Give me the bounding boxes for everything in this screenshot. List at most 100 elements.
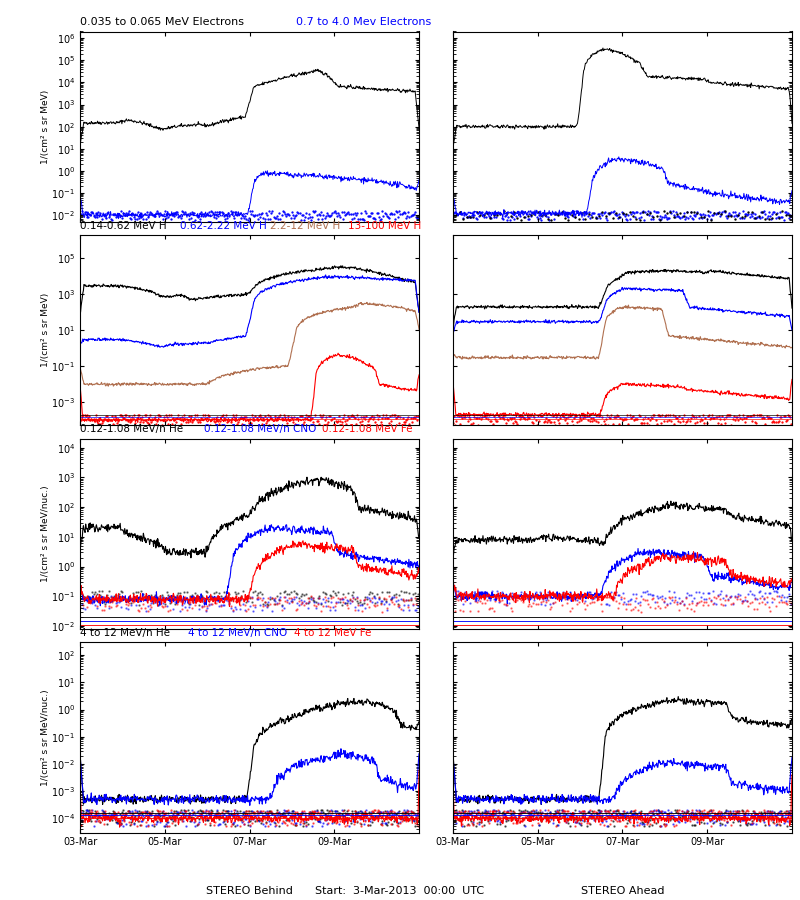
Point	[522, 805, 534, 819]
Point	[654, 819, 666, 833]
Point	[452, 804, 465, 818]
Point	[338, 814, 351, 828]
Point	[688, 818, 701, 832]
Point	[330, 815, 343, 830]
Point	[606, 814, 619, 829]
Point	[756, 809, 769, 824]
Point	[301, 812, 314, 826]
Point	[365, 205, 378, 220]
Point	[702, 804, 715, 818]
Point	[489, 207, 502, 221]
Point	[646, 807, 658, 822]
Point	[350, 805, 362, 819]
Point	[698, 594, 710, 608]
Point	[678, 408, 690, 422]
Point	[326, 805, 339, 819]
Point	[382, 597, 395, 611]
Point	[90, 210, 103, 224]
Point	[577, 806, 590, 820]
Point	[692, 211, 705, 225]
Point	[658, 819, 671, 833]
Point	[469, 410, 482, 425]
Point	[709, 808, 722, 823]
Point	[224, 204, 237, 219]
Point	[150, 815, 163, 830]
Point	[587, 411, 600, 426]
Point	[281, 587, 294, 601]
Point	[686, 806, 699, 820]
Point	[490, 414, 502, 428]
Point	[400, 805, 413, 819]
Point	[528, 805, 541, 819]
Point	[313, 808, 326, 823]
Point	[177, 807, 190, 822]
Point	[683, 812, 696, 826]
Point	[290, 603, 302, 617]
Point	[361, 597, 374, 611]
Point	[640, 584, 653, 598]
Point	[318, 211, 331, 225]
Point	[585, 811, 598, 825]
Point	[620, 597, 633, 611]
Point	[758, 815, 770, 830]
Point	[743, 811, 756, 825]
Point	[267, 210, 280, 224]
Point	[267, 591, 280, 606]
Point	[719, 803, 732, 817]
Point	[578, 804, 590, 818]
Point	[212, 414, 225, 428]
Point	[615, 807, 628, 822]
Point	[560, 814, 573, 829]
Point	[163, 408, 176, 422]
Point	[643, 413, 656, 428]
Point	[365, 410, 378, 424]
Point	[708, 206, 721, 220]
Point	[643, 587, 656, 601]
Point	[196, 804, 209, 818]
Point	[265, 804, 278, 818]
Point	[730, 209, 743, 223]
Point	[294, 807, 306, 822]
Point	[238, 816, 250, 831]
Point	[405, 591, 418, 606]
Point	[779, 205, 792, 220]
Point	[278, 206, 291, 220]
Point	[650, 807, 663, 822]
Point	[294, 806, 307, 821]
Point	[297, 819, 310, 833]
Point	[318, 808, 331, 823]
Point	[779, 804, 792, 818]
Point	[474, 588, 486, 602]
Point	[563, 818, 576, 832]
Point	[117, 806, 130, 821]
Point	[82, 812, 94, 826]
Point	[487, 592, 500, 607]
Point	[317, 815, 330, 830]
Point	[359, 814, 372, 829]
Point	[538, 809, 551, 824]
Point	[227, 410, 240, 425]
Point	[570, 812, 582, 826]
Point	[177, 596, 190, 610]
Point	[538, 806, 551, 821]
Point	[373, 591, 386, 606]
Point	[166, 410, 179, 425]
Point	[613, 418, 626, 432]
Point	[606, 804, 619, 818]
Point	[150, 814, 163, 829]
Point	[636, 812, 649, 826]
Point	[674, 806, 687, 821]
Point	[750, 211, 762, 225]
Point	[475, 412, 488, 427]
Point	[384, 593, 397, 608]
Point	[326, 412, 339, 427]
Point	[126, 206, 138, 220]
Point	[670, 597, 683, 611]
Point	[646, 209, 658, 223]
Point	[189, 212, 202, 227]
Point	[478, 803, 491, 817]
Point	[169, 206, 182, 220]
Point	[276, 412, 289, 427]
Point	[602, 811, 615, 825]
Point	[477, 208, 490, 222]
